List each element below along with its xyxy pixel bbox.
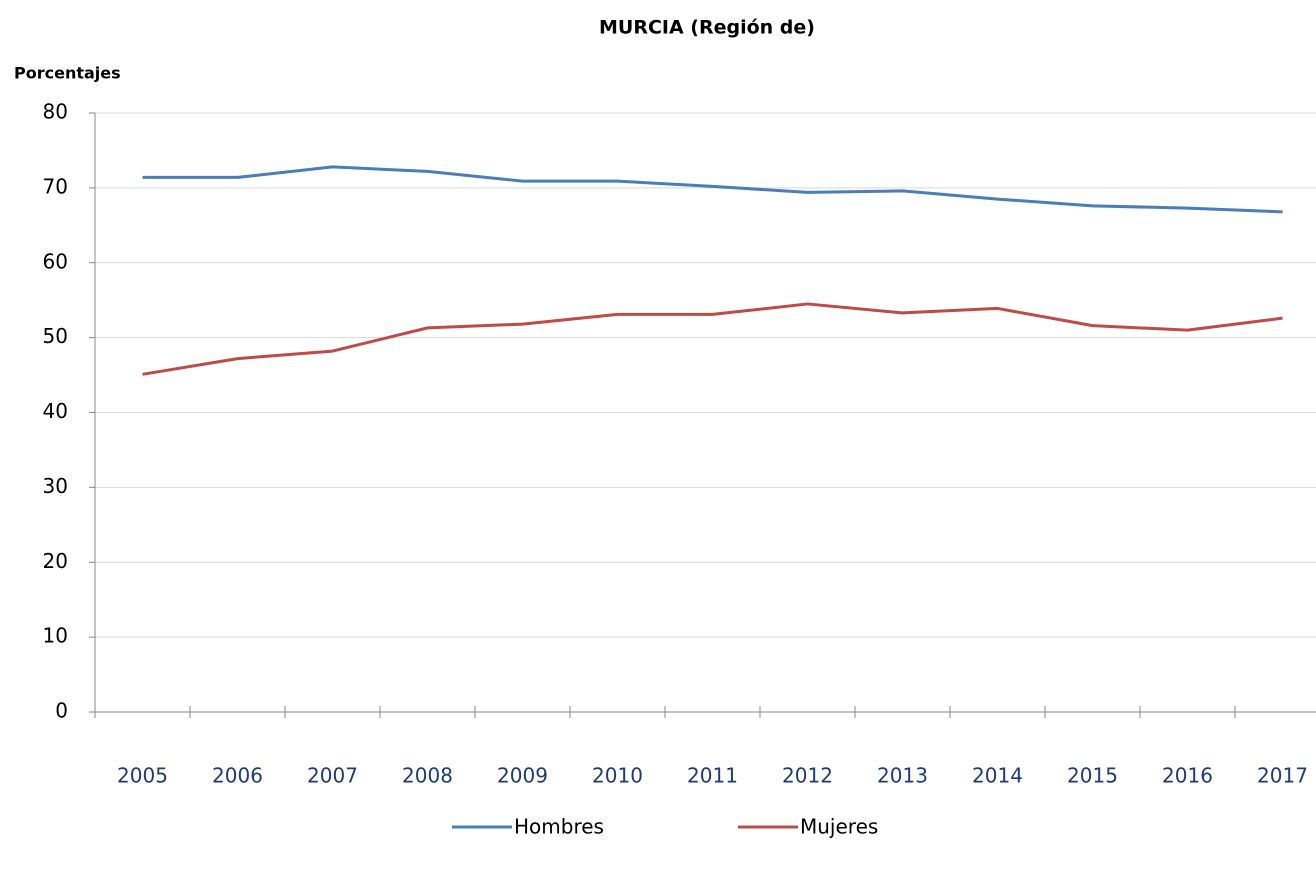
- y-tick-label: 40: [43, 399, 68, 423]
- x-tick-label: 2010: [592, 764, 643, 788]
- legend-label: Mujeres: [800, 815, 878, 839]
- legend-label: Hombres: [514, 815, 604, 839]
- x-tick-label: 2012: [782, 764, 833, 788]
- x-tick-label: 2011: [687, 764, 738, 788]
- y-tick-label: 50: [43, 324, 68, 348]
- y-tick-label: 10: [43, 624, 68, 648]
- y-axis-label: Porcentajes: [14, 64, 121, 83]
- x-tick-label: 2008: [402, 764, 453, 788]
- y-tick-label: 20: [43, 549, 68, 573]
- x-tick-label: 2013: [877, 764, 928, 788]
- x-tick-label: 2015: [1067, 764, 1118, 788]
- x-tick-label: 2005: [117, 764, 168, 788]
- y-tick-label: 80: [43, 100, 68, 124]
- series-line: [142, 165, 1283, 214]
- x-tick-label: 2006: [212, 764, 263, 788]
- y-tick-label: 0: [55, 699, 68, 723]
- x-tick-label: 2009: [497, 764, 548, 788]
- y-tick-label: 30: [43, 474, 68, 498]
- x-tick-label: 2007: [307, 764, 358, 788]
- x-tick-label: 2017: [1257, 764, 1308, 788]
- chart-title: MURCIA (Región de): [599, 17, 815, 39]
- x-tick-label: 2016: [1162, 764, 1213, 788]
- y-tick-label: 60: [43, 249, 68, 273]
- y-tick-label: 70: [43, 174, 68, 198]
- series-line: [142, 302, 1283, 376]
- x-tick-label: 2014: [972, 764, 1023, 788]
